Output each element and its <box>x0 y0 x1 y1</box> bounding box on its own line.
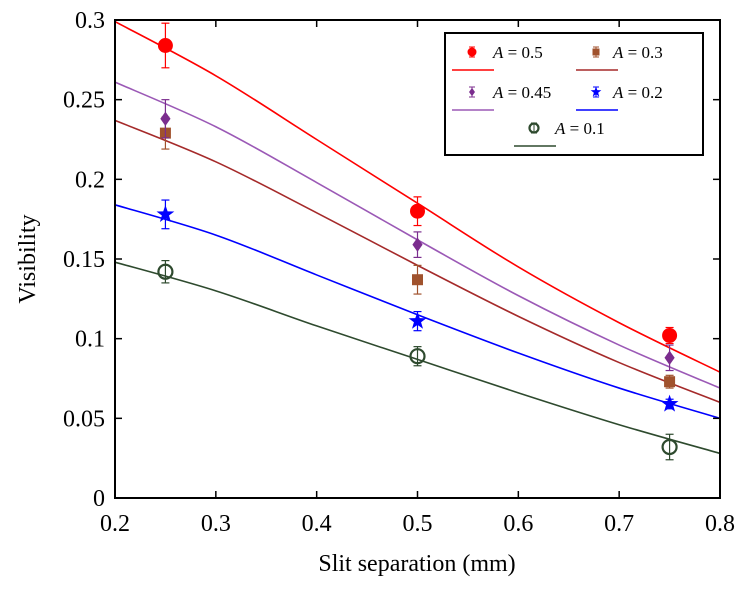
x-tick-label: 0.2 <box>100 511 130 537</box>
x-tick-label: 0.6 <box>503 511 533 537</box>
legend-label: A = 0.1 <box>554 119 605 138</box>
legend-marker <box>592 48 600 56</box>
data-point <box>157 37 173 53</box>
data-point <box>664 376 676 388</box>
data-point <box>408 311 427 329</box>
y-axis-title: Visibility <box>15 214 41 303</box>
legend-value: = 0.5 <box>503 43 542 62</box>
legend-value: = 0.45 <box>503 83 551 102</box>
legend-variable: A <box>554 119 566 138</box>
x-tick-label: 0.5 <box>403 511 433 537</box>
y-tick-label: 0 <box>93 486 105 512</box>
legend-variable: A <box>612 83 624 102</box>
y-tick-label: 0.05 <box>63 406 105 432</box>
legend-entry: A = 0.2 <box>576 83 663 111</box>
legend-entry: A = 0.3 <box>576 43 663 71</box>
data-point <box>661 438 678 456</box>
data-point <box>660 394 679 412</box>
legend-marker <box>590 86 602 97</box>
y-tick-label: 0.3 <box>75 8 105 34</box>
axis-ticks: 0.2 0.3 0.4 0.5 0.6 0.7 0.8 0 0.05 0.1 0.15 0.2 0.25… <box>63 8 735 537</box>
x-axis-title: Slit separation (mm) <box>318 551 515 577</box>
data-point <box>157 263 174 280</box>
data-point <box>662 327 678 343</box>
legend-value: = 0.1 <box>565 119 604 138</box>
legend-entry: A = 0.45 <box>452 83 551 111</box>
x-tick-label: 0.8 <box>705 511 735 537</box>
data-point <box>410 203 425 219</box>
legend: A = 0.5 A = 0.3A = 0.45 A = 0.2A = 0.1 <box>444 32 704 156</box>
y-tick-label: 0.1 <box>75 327 105 353</box>
data-point <box>412 274 423 286</box>
x-tick-label: 0.7 <box>604 511 634 537</box>
legend-marker <box>467 47 477 57</box>
data-points <box>156 22 679 461</box>
legend-box <box>444 32 704 156</box>
legend-marker <box>528 122 540 134</box>
data-point <box>160 111 171 126</box>
y-tick-label: 0.2 <box>75 167 105 193</box>
legend-value: = 0.2 <box>623 83 662 102</box>
legend-label: A = 0.5 <box>492 43 543 62</box>
x-tick-label: 0.3 <box>201 511 231 537</box>
legend-value: = 0.3 <box>623 43 662 62</box>
legend-label: A = 0.2 <box>612 83 663 102</box>
legend-variable: A <box>612 43 624 62</box>
data-point <box>664 350 675 365</box>
legend-label: A = 0.3 <box>612 43 663 62</box>
legend-entry: A = 0.5 <box>452 43 543 71</box>
data-point <box>412 237 423 252</box>
legend-variable: A <box>492 43 504 62</box>
y-tick-label: 0.15 <box>63 247 105 273</box>
y-tick-label: 0.25 <box>63 88 105 114</box>
legend-marker <box>469 87 475 97</box>
legend-entry: A = 0.1 <box>514 119 605 147</box>
data-point <box>156 205 175 222</box>
legend-label: A = 0.45 <box>492 83 551 102</box>
x-tick-label: 0.4 <box>302 511 332 537</box>
legend-variable: A <box>492 83 504 102</box>
data-point <box>409 348 426 365</box>
